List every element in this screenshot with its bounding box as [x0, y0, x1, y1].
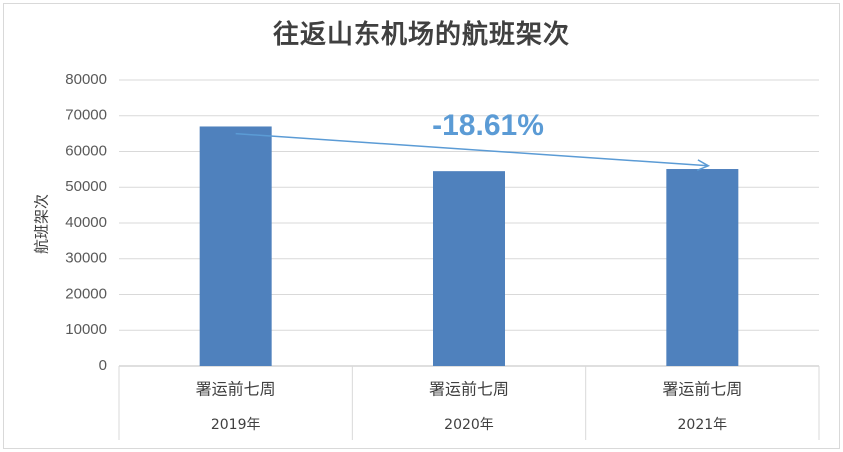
x-group-label: 2019年	[211, 417, 261, 433]
arrow-head	[696, 159, 711, 171]
y-tick-label: 10000	[65, 321, 107, 338]
bar	[199, 126, 272, 366]
y-tick-label: 70000	[65, 107, 107, 124]
y-tick-label: 80000	[65, 71, 107, 88]
y-tick-labels: 0 10000 20000 30000 40000 50000 60000 70000 8000…	[65, 71, 107, 374]
annotation: -18.61%	[235, 109, 711, 171]
x-group-label: 2021年	[678, 417, 728, 433]
chart-title: 往返山东机场的航班架次	[272, 20, 570, 50]
y-axis-label: 航班架次	[33, 194, 51, 254]
x-tick-label: 署运前七周	[662, 380, 742, 399]
y-tick-label: 20000	[65, 285, 107, 302]
y-tick-label: 60000	[65, 142, 107, 159]
trend-arrow	[235, 132, 709, 167]
x-tick-label: 署运前七周	[429, 380, 509, 399]
x-tick-label: 署运前七周	[196, 380, 276, 399]
x-axis: 署运前七周 署运前七周 署运前七周 2019年 2020年 2021年	[118, 366, 820, 440]
bar	[666, 169, 739, 366]
change-percent-label: -18.61%	[432, 109, 544, 142]
y-tick-label: 0	[99, 357, 107, 374]
bar	[433, 171, 505, 366]
y-tick-label: 40000	[65, 214, 107, 231]
y-tick-label: 50000	[65, 178, 107, 195]
bars	[199, 126, 739, 366]
x-group-label: 2020年	[444, 417, 494, 433]
y-tick-label: 30000	[65, 250, 107, 267]
